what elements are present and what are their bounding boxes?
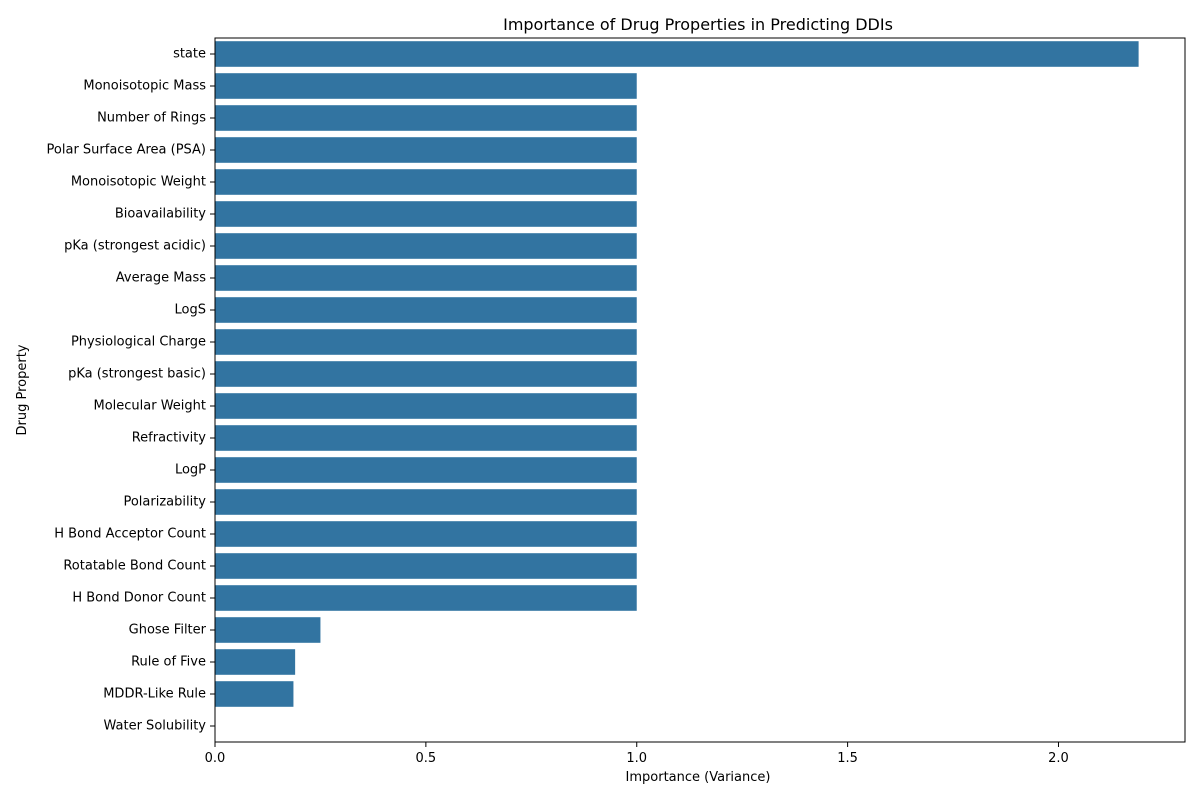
x-axis-ticks: 0.0 0.5 1.0 1.5 2.0	[205, 742, 1069, 766]
y-tick-label: Rotatable Bond Count	[63, 559, 206, 574]
bar	[215, 585, 637, 611]
bar	[215, 553, 637, 579]
bar	[215, 617, 321, 643]
bars-group	[215, 41, 1139, 707]
y-tick-label: Bioavailability	[115, 207, 206, 222]
bar	[215, 265, 637, 291]
y-axis-label: Drug Property	[15, 344, 30, 435]
x-axis-label: Importance (Variance)	[626, 770, 771, 785]
plot-frame	[214, 37, 1186, 743]
y-tick-label: Molecular Weight	[93, 399, 206, 414]
y-tick-label: Monoisotopic Weight	[71, 175, 206, 190]
bar	[215, 41, 1139, 67]
y-tick-label: Average Mass	[116, 271, 206, 286]
bar	[215, 649, 296, 675]
y-tick-label: Ghose Filter	[129, 623, 207, 638]
y-tick-label: H Bond Donor Count	[72, 591, 206, 606]
y-tick-label: Polarizability	[123, 495, 206, 510]
y-tick-label: pKa (strongest basic)	[68, 367, 206, 382]
y-axis-ticks: state Monoisotopic Mass Number of Rings Pol…	[47, 47, 215, 734]
y-tick-label: Physiological Charge	[71, 335, 206, 350]
y-tick-label: Monoisotopic Mass	[83, 79, 206, 94]
y-tick-label: H Bond Acceptor Count	[54, 527, 206, 542]
y-tick-label: pKa (strongest acidic)	[64, 239, 206, 254]
bar	[215, 233, 637, 259]
y-tick-label: LogS	[175, 303, 206, 318]
y-tick-label: Water Solubility	[104, 719, 207, 734]
y-tick-label: Refractivity	[132, 431, 207, 446]
bar	[215, 137, 637, 163]
bar	[215, 489, 637, 515]
bar	[215, 73, 637, 99]
bar	[215, 329, 637, 355]
bar	[215, 521, 637, 547]
y-tick-label: Number of Rings	[97, 111, 206, 126]
bar	[215, 297, 637, 323]
bar	[215, 681, 294, 707]
bar	[215, 169, 637, 195]
y-tick-label: MDDR-Like Rule	[103, 687, 206, 702]
x-tick-label: 1.0	[626, 751, 647, 766]
bar	[215, 361, 637, 387]
bar	[215, 393, 637, 419]
y-tick-label: state	[173, 47, 206, 62]
y-tick-label: LogP	[175, 463, 206, 478]
y-tick-label: Polar Surface Area (PSA)	[47, 143, 206, 158]
y-tick-label: Rule of Five	[131, 655, 206, 670]
chart-title: Importance of Drug Properties in Predict…	[503, 15, 893, 34]
x-tick-label: 0.5	[416, 751, 437, 766]
x-tick-label: 0.0	[205, 751, 226, 766]
bar	[215, 425, 637, 451]
x-tick-label: 1.5	[837, 751, 858, 766]
x-tick-label: 2.0	[1048, 751, 1069, 766]
bar	[215, 457, 637, 483]
bar	[215, 201, 637, 227]
bar	[215, 105, 637, 131]
